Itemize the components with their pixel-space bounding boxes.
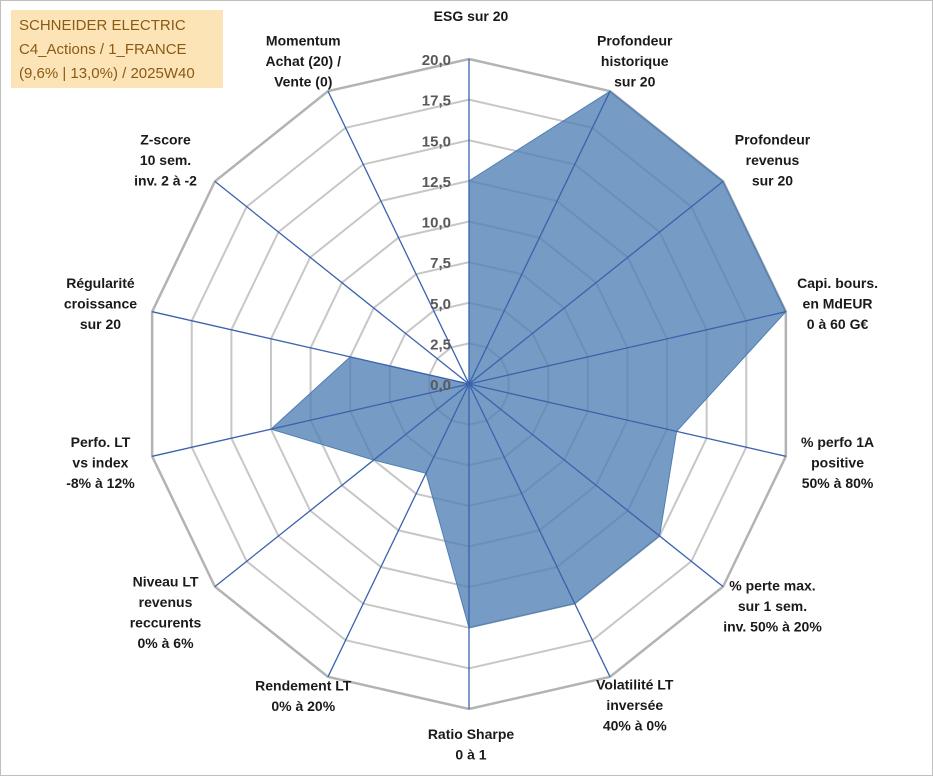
axis-label-line: historique <box>601 53 669 69</box>
axis-label-line: revenus <box>746 152 800 168</box>
axis-label: Capi. bours. en MdEUR 0 à 60 G€ <box>797 275 878 332</box>
axis-label: Z-score 10 sem. inv. 2 à -2 <box>134 132 197 189</box>
axis-label-line: 0% à 20% <box>271 698 335 714</box>
axis-label-line: Rendement LT <box>255 678 352 694</box>
axis-label-line: Volatilité LT <box>596 677 674 693</box>
axis-label-line: inv. 2 à -2 <box>134 173 197 189</box>
tick-label: 17,5 <box>422 93 451 110</box>
axis-label-line: Momentum <box>266 32 341 48</box>
axis-spoke <box>152 311 470 385</box>
axis-label-line: Achat (20) / <box>266 53 342 69</box>
axis-label-line: 0 à 1 <box>455 747 486 763</box>
title-period: (9,6% | 13,0%) / 2025W40 <box>19 65 195 82</box>
title-company: SCHNEIDER ELECTRIC <box>19 17 186 34</box>
tick-label: 0,0 <box>430 377 451 394</box>
axis-label-line: sur 20 <box>752 173 793 189</box>
axis-label-line: croissance <box>64 295 137 311</box>
axis-label-line: vs index <box>72 455 128 471</box>
tick-label: 5,0 <box>430 296 451 313</box>
axis-label-line: 0 à 60 G€ <box>807 316 869 332</box>
axis-label-line: sur 1 sem. <box>738 598 807 614</box>
axis-label-line: inv. 50% à 20% <box>723 618 822 634</box>
axis-label-line: Vente (0) <box>274 73 332 89</box>
tick-label: 2,5 <box>430 336 451 353</box>
axis-label-line: 50% à 80% <box>802 475 874 491</box>
axis-label-line: -8% à 12% <box>66 475 135 491</box>
axis-label: Régularité croissance sur 20 <box>64 275 137 332</box>
axis-label-line: ESG sur 20 <box>434 8 509 24</box>
tick-label: 15,0 <box>422 133 451 150</box>
axis-label-line: Régularité <box>66 275 135 291</box>
data-area <box>269 90 787 629</box>
tick-label: 20,0 <box>422 52 451 69</box>
axis-label-line: 0% à 6% <box>137 635 194 651</box>
axis-label-line: Z-score <box>140 132 191 148</box>
axis-label-line: reccurents <box>130 615 202 631</box>
axis-label: Profondeur historique sur 20 <box>597 32 673 89</box>
title-box: SCHNEIDER ELECTRIC C4_Actions / 1_FRANCE… <box>11 10 223 88</box>
axis-label-line: revenus <box>139 594 193 610</box>
axis-spoke <box>468 311 786 385</box>
axis-label: % perte max. sur 1 sem. inv. 50% à 20% <box>723 577 822 634</box>
axis-label: Niveau LT revenus reccurents 0% à 6% <box>130 574 202 652</box>
axis-label: Ratio Sharpe 0 à 1 <box>428 726 515 763</box>
axis-label-line: en MdEUR <box>803 295 873 311</box>
axis-label-line: % perfo 1A <box>801 434 874 450</box>
axis-label-line: sur 20 <box>80 316 121 332</box>
axis-label-line: Note <box>455 1 486 4</box>
axis-label: Momentum Achat (20) / Vente (0) <box>266 32 342 89</box>
axis-label-line: Ratio Sharpe <box>428 726 515 742</box>
axis-spoke <box>214 383 470 588</box>
axis-label-line: 10 sem. <box>140 152 191 168</box>
tick-label: 12,5 <box>422 174 451 191</box>
axis-spoke <box>468 383 611 678</box>
axis-spoke <box>468 180 724 385</box>
axis-spoke <box>152 383 470 457</box>
axis-label: Rendement LT 0% à 20% <box>255 678 352 715</box>
axis-label: Volatilité LT inversée 40% à 0% <box>596 677 674 734</box>
axis-label: % perfo 1A positive 50% à 80% <box>801 434 874 491</box>
tick-label: 10,0 <box>422 215 451 232</box>
axis-label-line: Niveau LT <box>133 574 199 590</box>
axis-spoke <box>327 383 470 678</box>
axis-spoke <box>327 90 470 385</box>
axis-label-line: inversée <box>606 697 663 713</box>
axis-label-line: 40% à 0% <box>603 718 667 734</box>
axis-spoke <box>214 180 470 385</box>
tick-label: 7,5 <box>430 255 451 272</box>
axis-label-line: positive <box>811 455 864 471</box>
axis-spoke <box>468 90 611 385</box>
axis-spoke <box>468 383 786 457</box>
axis-label-line: Perfo. LT <box>71 434 131 450</box>
axis-label-line: Profondeur <box>597 32 673 48</box>
axis-label-line: % perte max. <box>729 577 815 593</box>
axis-label: Perfo. LT vs index -8% à 12% <box>66 434 135 491</box>
title-category: C4_Actions / 1_FRANCE <box>19 41 187 58</box>
axis-label-line: Capi. bours. <box>797 275 878 291</box>
axis-label: Note ESG sur 20 <box>434 1 509 24</box>
axis-label-line: sur 20 <box>614 73 655 89</box>
axis-label: Profondeur revenus sur 20 <box>735 132 811 189</box>
axis-label-line: Profondeur <box>735 132 811 148</box>
axis-spoke <box>468 383 724 588</box>
